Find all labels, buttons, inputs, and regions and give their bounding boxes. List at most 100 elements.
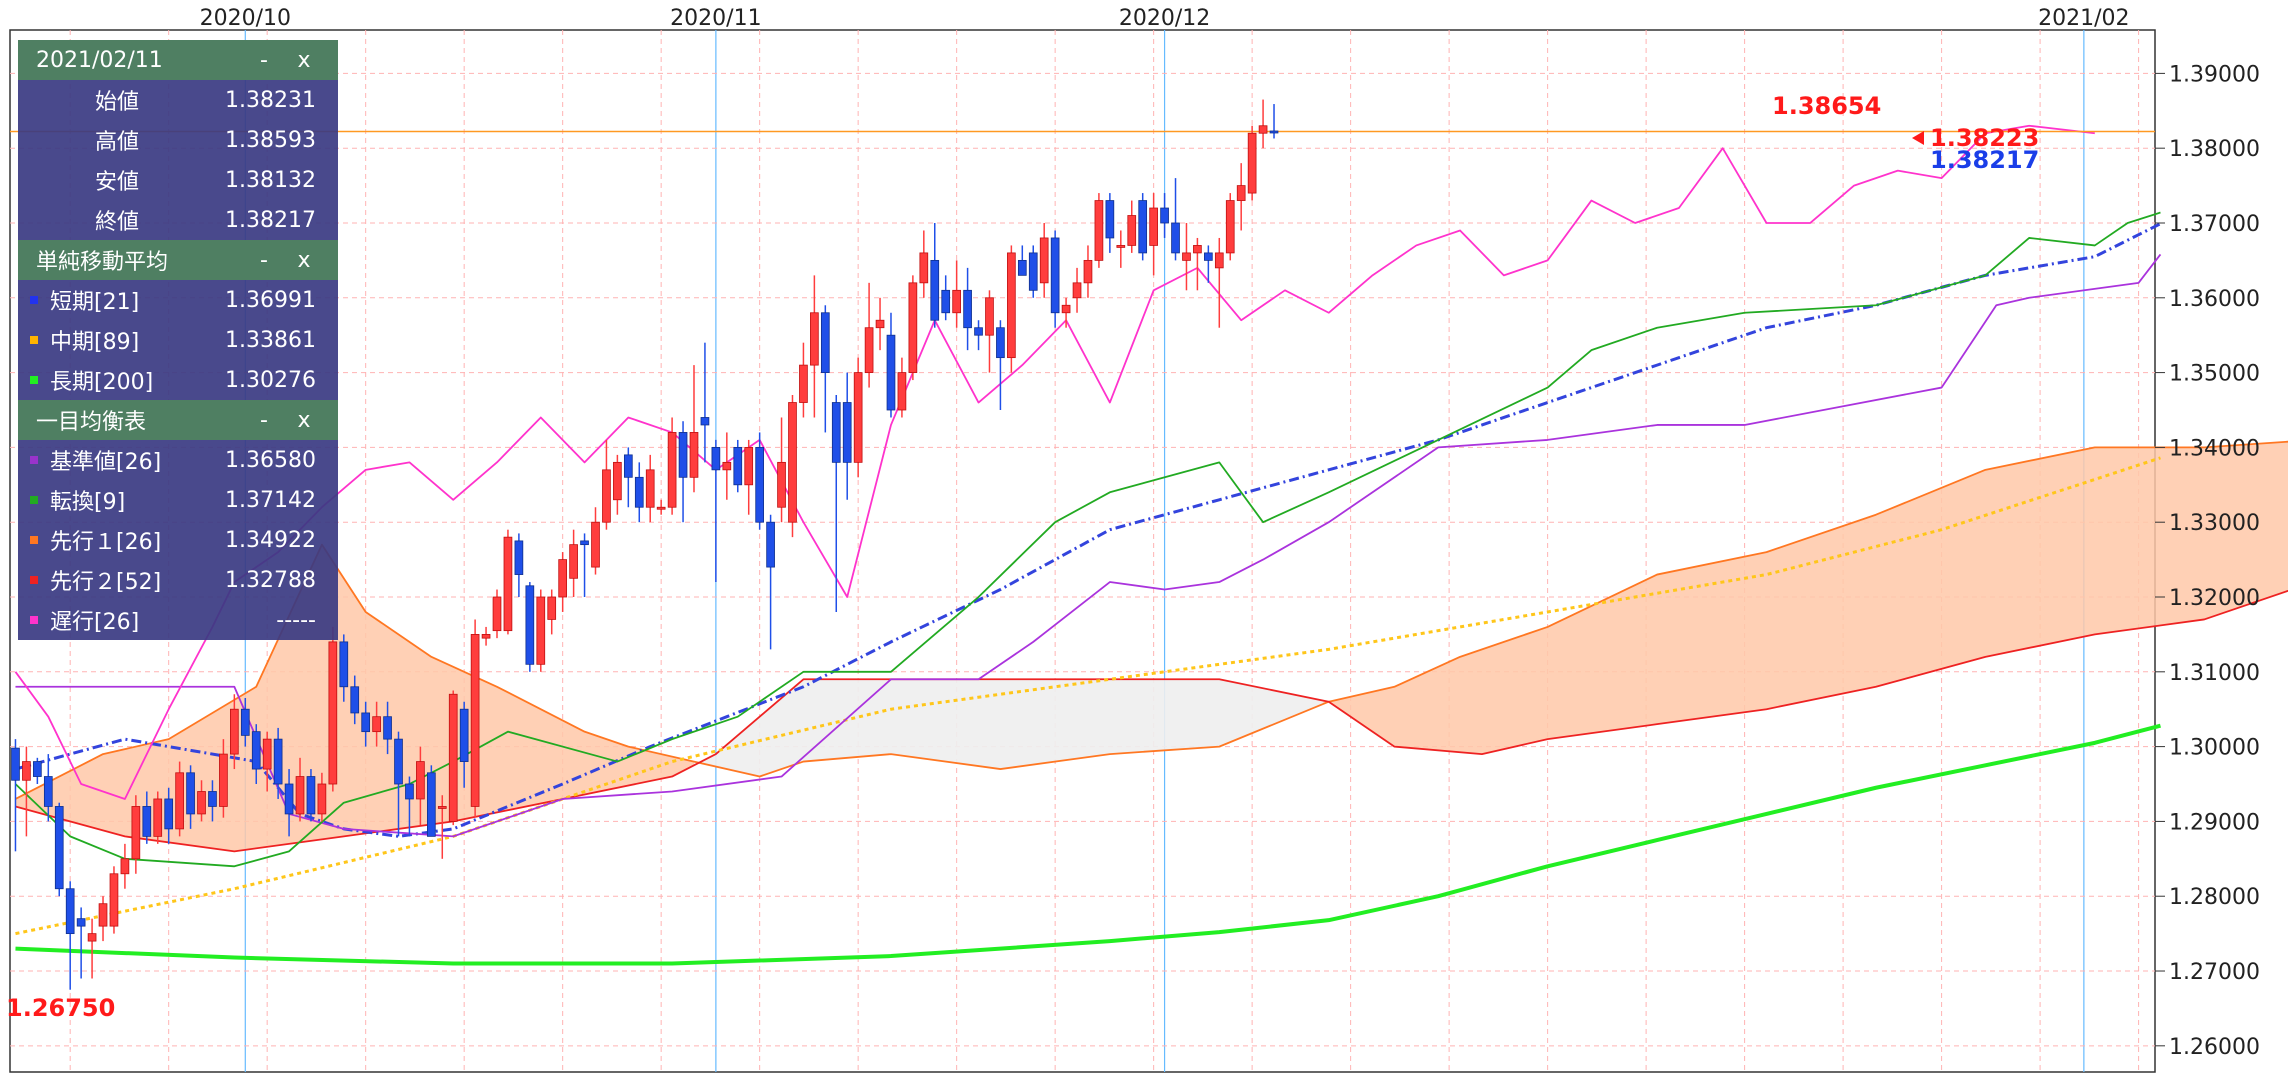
sma-label: 長期[200] bbox=[50, 370, 154, 395]
sma-row: 短期[21] 1.36991 bbox=[18, 280, 338, 320]
candle-body bbox=[394, 738, 403, 785]
candle-body bbox=[1094, 200, 1104, 261]
candle-body bbox=[897, 372, 907, 411]
ichimoku-color-marker bbox=[30, 456, 38, 464]
candle-body bbox=[1236, 185, 1246, 201]
y-tick-label: 1.34000 bbox=[2169, 436, 2260, 461]
candle-body bbox=[700, 417, 710, 426]
sma-rows: 短期[21] 1.36991 中期[89] 1.33861 長期[200] 1.30276 bbox=[18, 280, 338, 400]
candle-body bbox=[426, 772, 436, 837]
candle-body bbox=[766, 521, 775, 568]
candle-body bbox=[1127, 215, 1137, 246]
candle-body bbox=[689, 432, 699, 478]
ichimoku-value: 1.36580 bbox=[225, 447, 316, 473]
candle-body bbox=[197, 791, 206, 815]
ohlc-minimize-button[interactable]: - bbox=[260, 47, 268, 73]
ohlc-close-button[interactable]: x bbox=[297, 47, 311, 73]
ohlc-label: 終値 bbox=[94, 210, 139, 235]
ichimoku-label: 先行２[52] bbox=[50, 570, 162, 595]
ichimoku-row: 先行１[26] 1.34922 bbox=[18, 520, 338, 560]
y-tick-label: 1.33000 bbox=[2169, 511, 2260, 536]
ichimoku-panel-header: 一目均衡表 - x bbox=[18, 400, 338, 440]
candle-body bbox=[1083, 259, 1093, 284]
ichimoku-color-marker bbox=[30, 496, 38, 504]
x-month-label: 2020/12 bbox=[1119, 6, 1210, 31]
candle-body bbox=[558, 559, 568, 598]
candle-body bbox=[711, 446, 721, 471]
ohlc-label: 安値 bbox=[94, 170, 139, 195]
candle-body bbox=[437, 806, 447, 809]
ichimoku-close-button[interactable]: x bbox=[297, 407, 311, 433]
candle-body bbox=[98, 903, 108, 927]
y-tick-label: 1.27000 bbox=[2169, 960, 2260, 985]
y-tick-label: 1.28000 bbox=[2169, 885, 2260, 910]
kumo-bearish bbox=[693, 679, 1324, 777]
ohlc-label: 始値 bbox=[94, 90, 139, 115]
candle-body bbox=[1269, 130, 1279, 134]
candle-body bbox=[350, 686, 360, 714]
candle-body bbox=[1138, 200, 1148, 254]
sma-close-button[interactable]: x bbox=[297, 247, 311, 273]
candle-body bbox=[569, 544, 578, 579]
candle-body bbox=[1116, 245, 1126, 248]
candle-body bbox=[985, 297, 994, 336]
candle-body bbox=[317, 783, 327, 815]
sma21-line bbox=[15, 222, 2162, 838]
y-tick-label: 1.36000 bbox=[2169, 287, 2260, 312]
candle-body bbox=[810, 312, 819, 366]
ichimoku-label: 基準値[26] bbox=[50, 450, 162, 475]
candle-body bbox=[853, 372, 863, 463]
sma-row: 長期[200] 1.30276 bbox=[18, 360, 338, 400]
candle-body bbox=[448, 693, 458, 822]
ichimoku-color-marker bbox=[30, 576, 38, 584]
candle-body bbox=[667, 432, 677, 508]
candle-body bbox=[459, 708, 469, 762]
candle-body bbox=[678, 432, 688, 478]
candle-body bbox=[656, 506, 666, 510]
candle-body bbox=[1247, 132, 1257, 194]
senkou-a-line bbox=[15, 440, 2288, 800]
sma-panel-title: 単純移動平均 bbox=[36, 250, 169, 275]
ichimoku-panel-title: 一目均衡表 bbox=[36, 410, 147, 435]
y-tick-label: 1.29000 bbox=[2169, 810, 2260, 835]
candle-body bbox=[1160, 207, 1169, 224]
ichimoku-minimize-button[interactable]: - bbox=[260, 407, 268, 433]
ohlc-panel-header: 2021/02/11 - x bbox=[18, 40, 338, 80]
candle-body bbox=[339, 641, 349, 688]
candle-body bbox=[919, 252, 929, 284]
low-price-label: 1.26750 bbox=[6, 994, 115, 1022]
senkou-b-line bbox=[15, 589, 2288, 853]
ichimoku-value: 1.32788 bbox=[225, 567, 316, 593]
sma-label: 中期[89] bbox=[50, 330, 140, 355]
candle-body bbox=[142, 806, 152, 837]
y-tick-label: 1.26000 bbox=[2169, 1035, 2260, 1060]
candle-body bbox=[514, 540, 524, 575]
candle-body bbox=[175, 772, 184, 830]
kumo-bullish bbox=[1323, 441, 2288, 755]
candle-body bbox=[952, 289, 961, 314]
sma-row: 中期[89] 1.33861 bbox=[18, 320, 338, 360]
sma-minimize-button[interactable]: - bbox=[260, 247, 268, 273]
candle-body bbox=[1225, 200, 1235, 254]
candle-body bbox=[1061, 304, 1071, 314]
ichimoku-color-marker bbox=[30, 616, 38, 624]
candle-body bbox=[208, 791, 217, 807]
candle-body bbox=[755, 446, 764, 523]
candle-body bbox=[76, 918, 86, 927]
candle-body bbox=[43, 776, 53, 807]
candle-body bbox=[405, 783, 414, 800]
candle-body bbox=[908, 282, 918, 373]
x-month-label: 2020/10 bbox=[200, 6, 291, 31]
ichimoku-label: 先行１[26] bbox=[50, 530, 162, 555]
candle-body bbox=[1039, 237, 1049, 284]
candle-body bbox=[1007, 252, 1016, 359]
candle-body bbox=[1214, 252, 1224, 269]
info-panel[interactable]: 2021/02/11 - x 始値 1.38231 高値 1.38593 安値 1.381… bbox=[18, 40, 338, 640]
candle-body bbox=[831, 402, 841, 463]
candle-body bbox=[799, 364, 808, 403]
y-tick-label: 1.39000 bbox=[2169, 62, 2260, 87]
sma-color-marker bbox=[30, 296, 38, 304]
candle-body bbox=[1171, 222, 1180, 254]
ichimoku-label: 遅行[26] bbox=[50, 610, 140, 635]
